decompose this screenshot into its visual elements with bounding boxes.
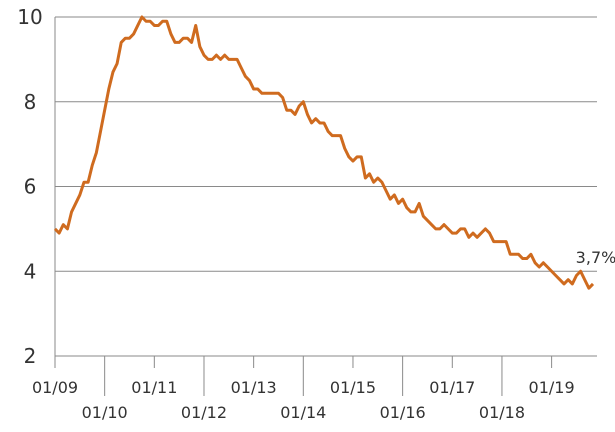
x-tick-label: 01/11	[131, 378, 177, 397]
x-tick-label: 01/16	[380, 403, 426, 422]
x-tick-label: 01/14	[280, 403, 326, 422]
y-tick-label: 6	[24, 175, 37, 199]
x-tick-label: 01/15	[330, 378, 376, 397]
y-tick-label: 8	[24, 90, 37, 114]
x-tick-label: 01/10	[82, 403, 128, 422]
line-series	[53, 15, 595, 290]
y-tick-label: 10	[17, 5, 42, 29]
y-tick-label: 2	[24, 344, 37, 368]
end-label: 3,7%	[576, 248, 615, 267]
x-tick-label: 01/17	[429, 378, 475, 397]
x-tick-label: 01/13	[231, 378, 277, 397]
x-tick-label: 01/19	[529, 378, 575, 397]
x-tick-label: 01/18	[479, 403, 525, 422]
x-tick-label: 01/12	[181, 403, 227, 422]
y-tick-label: 4	[24, 259, 37, 283]
x-tick-label: 01/09	[32, 378, 78, 397]
